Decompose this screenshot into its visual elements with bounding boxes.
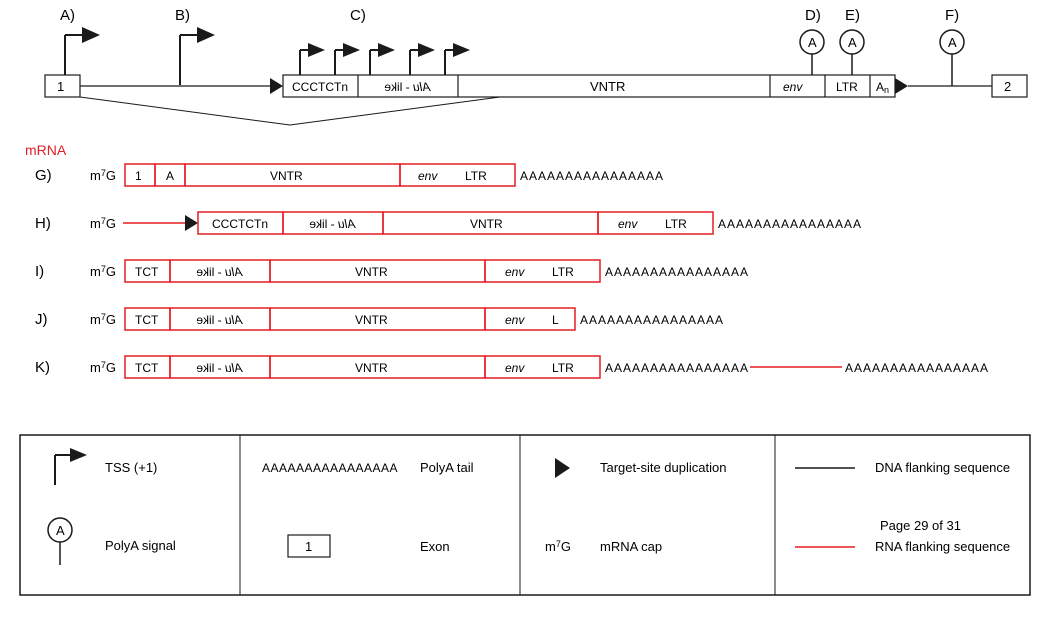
svg-text:LTR: LTR xyxy=(552,265,574,279)
row-G: G) m7G 1 A VNTR env LTR AAAAAAAAAAAAAAAA xyxy=(35,164,664,186)
svg-text:TSS (+1): TSS (+1) xyxy=(105,460,157,475)
svg-text:AAAAAAAAAAAAAAAA: AAAAAAAAAAAAAAAA xyxy=(845,361,989,375)
svg-text:AAAAAAAAAAAAAAAA: AAAAAAAAAAAAAAAA xyxy=(605,361,749,375)
svg-text:env: env xyxy=(505,313,525,327)
svg-text:TCT: TCT xyxy=(135,361,159,375)
svg-text:1: 1 xyxy=(135,169,142,183)
svg-text:A: A xyxy=(848,35,857,50)
svg-text:VNTR: VNTR xyxy=(355,313,388,327)
gene-structure: A) B) C) D) E) F) A xyxy=(45,7,1027,125)
legend-box: TSS (+1) A PolyA signal AAAAAAAAAAAAAAAA… xyxy=(20,435,1030,595)
svg-text:A: A xyxy=(948,35,957,50)
polya-signal-F: A xyxy=(940,30,964,86)
svg-text:LTR: LTR xyxy=(552,361,574,375)
label-F: F) xyxy=(945,7,959,24)
env-label: env xyxy=(783,80,803,94)
row-I: I) m7G TCT Alu - like VNTR env LTR AAAAA… xyxy=(35,260,749,282)
label-B: B) xyxy=(175,7,190,24)
svg-text:PolyA tail: PolyA tail xyxy=(420,460,474,475)
cap-I: m7G xyxy=(90,264,116,279)
svg-text:Alu - like: Alu - like xyxy=(196,361,243,375)
polya-signal-D: A xyxy=(800,30,824,75)
svg-text:Target-site duplication: Target-site duplication xyxy=(600,460,726,475)
mrna-label: mRNA xyxy=(25,142,67,158)
cap-J: m7G xyxy=(90,312,116,327)
legend-tss: TSS (+1) xyxy=(55,448,157,485)
svg-text:VNTR: VNTR xyxy=(355,361,388,375)
polya-I: AAAAAAAAAAAAAAAA xyxy=(605,265,749,279)
label-I: I) xyxy=(35,263,44,280)
svg-text:LTR: LTR xyxy=(665,217,687,231)
svg-text:VNTR: VNTR xyxy=(355,265,388,279)
row-J: J) m7G TCT Alu - like VNTR env L AAAAAAA… xyxy=(35,308,724,330)
tsd-left-icon xyxy=(270,78,283,94)
svg-text:mRNA cap: mRNA cap xyxy=(600,539,662,554)
svg-text:PolyA signal: PolyA signal xyxy=(105,538,176,553)
ccctct-label: CCCTCTn xyxy=(292,80,348,94)
cap-H: m7G xyxy=(90,216,116,231)
svg-text:env: env xyxy=(618,217,638,231)
an-label: An xyxy=(876,80,889,95)
svg-text:Exon: Exon xyxy=(420,539,450,554)
exon2-label: 2 xyxy=(1004,79,1011,94)
svg-text:A: A xyxy=(166,169,174,183)
legend-polya-tail: AAAAAAAAAAAAAAAA PolyA tail xyxy=(262,460,474,475)
label-K: K) xyxy=(35,359,50,376)
ltr-label: LTR xyxy=(836,80,858,94)
legend-dna-flank: DNA flanking sequence xyxy=(795,460,1010,475)
label-E: E) xyxy=(845,7,860,24)
gene-diagram: A) B) C) D) E) F) A xyxy=(0,0,1050,619)
svg-text:VNTR: VNTR xyxy=(270,169,303,183)
svg-text:RNA flanking sequence: RNA flanking sequence xyxy=(875,539,1010,554)
legend-rna-flank: RNA flanking sequence xyxy=(795,539,1010,554)
svg-text:TCT: TCT xyxy=(135,265,159,279)
label-C: C) xyxy=(350,7,366,24)
svg-text:env: env xyxy=(418,169,438,183)
tss-arrow-B xyxy=(180,27,215,85)
polya-signal-E: A xyxy=(840,30,864,75)
label-G: G) xyxy=(35,167,52,184)
svg-text:Alu - like: Alu - like xyxy=(196,313,243,327)
svg-text:DNA flanking sequence: DNA flanking sequence xyxy=(875,460,1010,475)
cap-G: m7G xyxy=(90,168,116,183)
label-D: D) xyxy=(805,7,821,24)
svg-text:1: 1 xyxy=(305,539,312,554)
legend-exon: 1 Exon xyxy=(288,535,450,557)
svg-text:L: L xyxy=(552,313,559,327)
page-number: Page 29 of 31 xyxy=(880,518,961,533)
insert-frame xyxy=(283,75,895,97)
label-A: A) xyxy=(60,7,75,24)
tss-arrow-A xyxy=(65,27,100,75)
legend-tsd: Target-site duplication xyxy=(555,458,726,478)
row-K: K) m7G TCT Alu - like VNTR env LTR AAAAA… xyxy=(35,356,989,378)
exon1-label: 1 xyxy=(57,79,64,94)
label-H: H) xyxy=(35,215,51,232)
svg-text:CCCTCTn: CCCTCTn xyxy=(212,217,268,231)
vntr-label: VNTR xyxy=(590,79,625,94)
legend-polya-signal: A PolyA signal xyxy=(48,518,176,565)
alu-label: Alu - like xyxy=(384,80,431,94)
label-J: J) xyxy=(35,311,48,328)
svg-text:LTR: LTR xyxy=(465,169,487,183)
svg-text:Alu - like: Alu - like xyxy=(309,217,356,231)
svg-text:env: env xyxy=(505,361,525,375)
svg-text:A: A xyxy=(808,35,817,50)
polya-J: AAAAAAAAAAAAAAAA xyxy=(580,313,724,327)
polya-H: AAAAAAAAAAAAAAAA xyxy=(718,217,862,231)
svg-text:Alu - like: Alu - like xyxy=(196,265,243,279)
svg-text:AAAAAAAAAAAAAAAA: AAAAAAAAAAAAAAAA xyxy=(262,461,398,475)
svg-text:VNTR: VNTR xyxy=(470,217,503,231)
svg-text:env: env xyxy=(505,265,525,279)
row-H: H) m7G CCCTCTn Alu - like VNTR env LTR A… xyxy=(35,212,862,234)
svg-text:A: A xyxy=(56,523,65,538)
tss-arrows-C xyxy=(300,43,470,75)
svg-text:TCT: TCT xyxy=(135,313,159,327)
cap-K: m7G xyxy=(90,360,116,375)
tsd-right-icon xyxy=(895,78,908,94)
polya-G: AAAAAAAAAAAAAAAA xyxy=(520,169,664,183)
legend-mcap: m7G mRNA cap xyxy=(545,539,662,554)
svg-text:m7G: m7G xyxy=(545,539,571,554)
